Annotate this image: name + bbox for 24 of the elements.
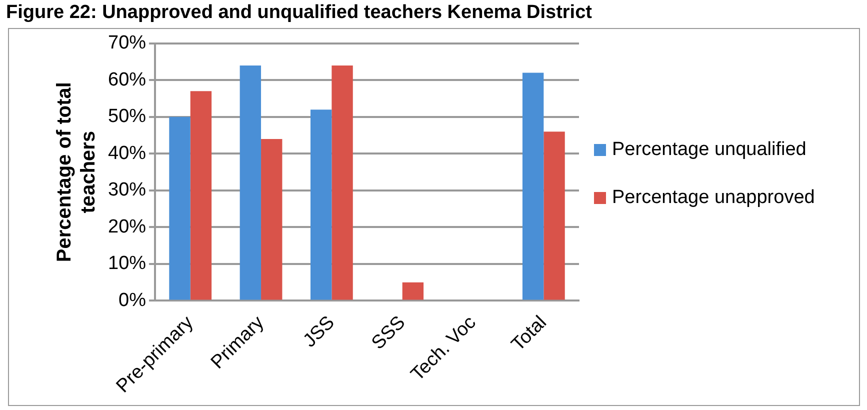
y-tick-label: 40% [108, 142, 146, 164]
y-tick-label: 60% [108, 69, 146, 90]
bar [402, 282, 424, 300]
y-axis-title: Percentage of total teachers [54, 82, 100, 262]
bar [261, 138, 282, 300]
bar [310, 110, 332, 300]
chart-title: Figure 22: Unapproved and unqualified teachers Kenema District [6, 2, 592, 24]
bar [522, 72, 544, 300]
bar [169, 116, 190, 300]
y-tick-label: 30% [108, 180, 146, 201]
bar [544, 132, 565, 300]
x-tick-label: JSS [299, 312, 339, 352]
y-tick-label: 10% [108, 253, 146, 274]
legend-label: Percentage unqualified [612, 139, 806, 161]
bar [190, 91, 212, 300]
bar [240, 65, 262, 300]
y-tick-label: 20% [108, 216, 146, 238]
x-tick-label: Tech. Voc [407, 312, 480, 386]
y-tick-label: 50% [108, 106, 146, 128]
x-tick-label: SSS [368, 312, 410, 354]
y-tick-label: 0% [118, 290, 146, 311]
bar [332, 65, 353, 300]
y-tick-label: 70% [108, 32, 146, 54]
legend-label: Percentage unapproved [612, 187, 815, 209]
